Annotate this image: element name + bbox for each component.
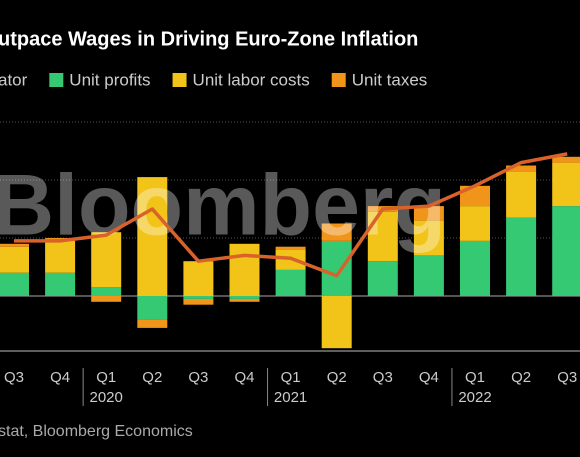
x-tick-label: Q2 [142,369,162,386]
bar-segment [321,223,352,241]
bar-segment [229,296,260,299]
x-tick-label: Q3 [4,369,24,386]
source: stat, Bloomberg Economics [0,423,193,440]
year-label: 2022 [458,389,491,406]
legend-swatch [172,73,187,87]
bar-segment [275,246,306,250]
bar-segment [506,217,537,296]
legend-swatch [331,73,346,87]
bar-segment [229,298,260,302]
bar-segment [413,220,444,256]
bar-segment [91,296,122,302]
bar-segment [321,240,352,296]
year-label: 2020 [90,389,123,406]
year-label: 2021 [274,389,307,406]
bar-segment [552,206,580,296]
x-tick-label: Q1 [96,369,116,386]
bar-segment [275,269,306,296]
x-tick-label: Q3 [188,369,208,386]
bar-segment [137,177,168,296]
bar-segment [183,296,214,299]
legend-label: Unit labor costs [193,70,310,89]
bar-segment [506,165,537,172]
bar-segment [45,240,76,273]
bar-segment [367,261,398,296]
line [14,152,568,278]
bar-segment [183,261,214,296]
bar-segment [413,255,444,296]
bar-segment [137,319,168,328]
bar-segment [45,272,76,296]
bar-segment [0,272,29,296]
bar-segment [460,206,490,241]
bar-segment [0,246,29,273]
x-tick-label: Q1 [465,369,485,386]
bar-segment [183,298,214,305]
bar-segment [321,296,352,349]
bar-segment [91,232,122,288]
bar-segment [229,243,260,296]
bar-segment [460,240,490,296]
bar-segment [367,211,398,262]
chart-title: utpace Wages in Driving Euro-Zone Inflat… [0,28,418,50]
bar-segment [0,243,29,247]
x-tick-label: Q3 [557,369,577,386]
legend-swatch [49,73,64,87]
x-tick-label: Q1 [281,369,301,386]
x-tick-label: Q2 [327,369,347,386]
x-tick-label: Q3 [373,369,393,386]
bar-segment [137,296,168,320]
x-tick-label: Q4 [50,369,70,386]
bar-segment [552,162,580,207]
bar-segment [413,206,444,221]
legend-label: Unit profits [69,70,150,89]
x-tick-label: Q2 [511,369,531,386]
bar-segment [552,156,580,163]
bar-segment [91,287,122,296]
legend-label: Unit taxes [352,70,428,89]
bar-segment [506,171,537,218]
x-tick-label: Q4 [234,369,254,386]
x-tick-label: Q4 [419,369,439,386]
legend-label: ator [0,70,28,89]
